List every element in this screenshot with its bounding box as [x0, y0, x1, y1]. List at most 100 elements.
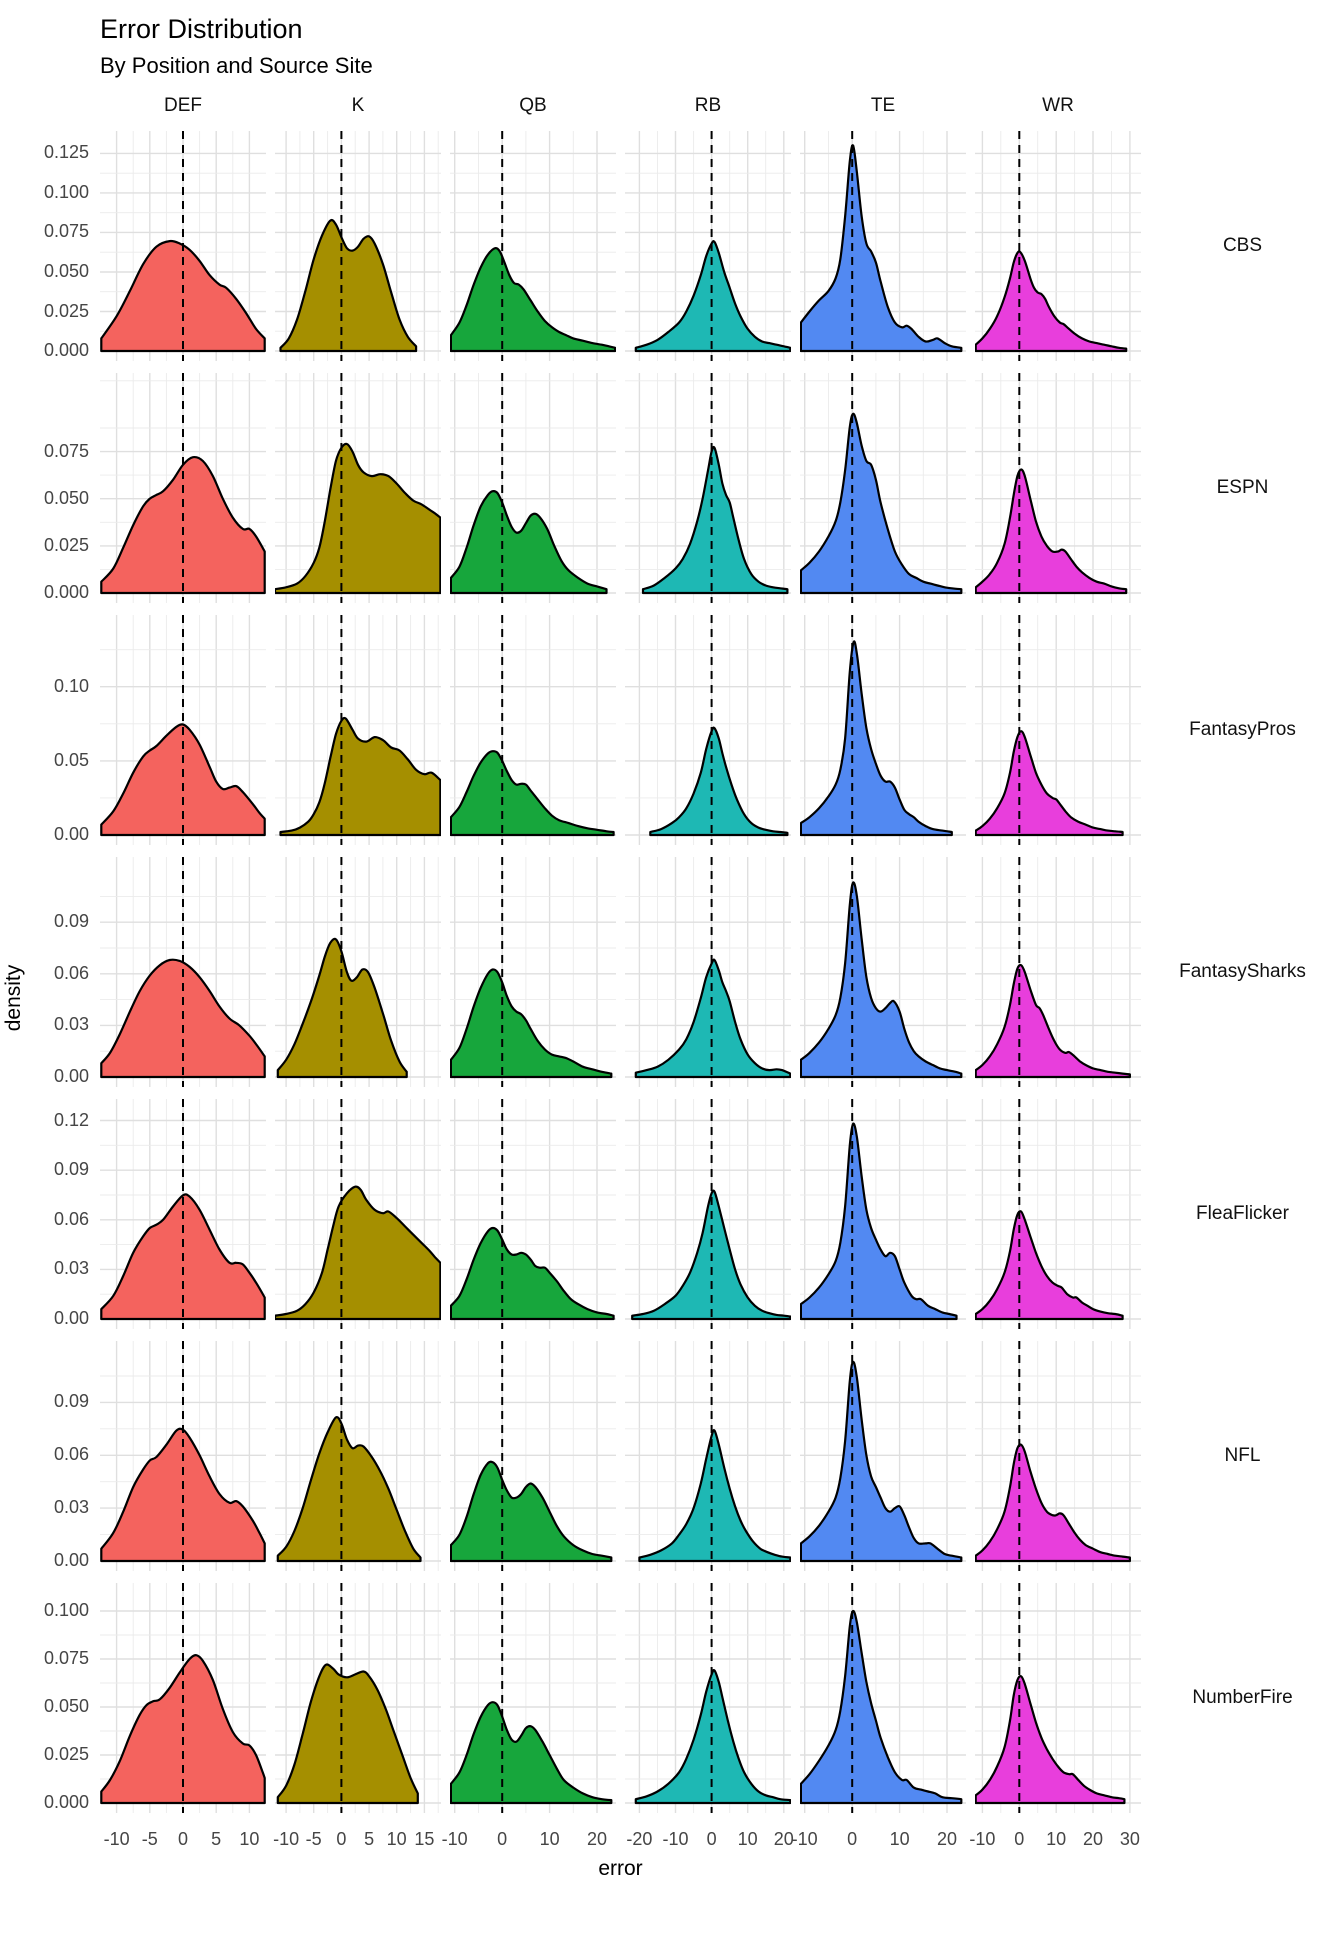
panel-FleaFlicker-K: [273, 1099, 442, 1329]
panel-FantasySharks-RB: [625, 857, 792, 1087]
x-tick-label: -5: [305, 1829, 322, 1849]
density-plot: [974, 1099, 1141, 1329]
y-tick-label: 0.025: [43, 300, 89, 321]
panel-NumberFire-RB: [625, 1583, 792, 1813]
y-tick-label: 0.050: [43, 261, 89, 281]
x-tick-label: 0: [706, 1829, 717, 1849]
facet-column-header-DEF: DEF: [164, 95, 202, 116]
y-tick-label: 0.050: [43, 1696, 89, 1716]
y-tick-label: 0.00: [53, 824, 89, 844]
panel-ESPN-WR: [974, 373, 1141, 603]
facet-row-label-ESPN: ESPN: [1216, 477, 1269, 498]
y-tick-label: 0.100: [43, 1600, 89, 1620]
density-area: [799, 412, 963, 595]
density-area: [649, 726, 789, 837]
density-plot: [974, 131, 1141, 361]
density-plot: [100, 373, 266, 603]
panel-NFL-K: [275, 1341, 441, 1571]
density-plot: [275, 615, 442, 845]
panel-FantasyPros-K: [275, 615, 442, 845]
density-plot: [625, 615, 791, 845]
density-plot: [449, 615, 616, 845]
x-tick-label: 10: [737, 1829, 758, 1849]
x-tick-label: -20: [626, 1829, 653, 1849]
density-plot: [275, 857, 441, 1087]
x-tick-label: -5: [141, 1829, 158, 1849]
panel-FantasyPros-QB: [449, 615, 616, 845]
panel-CBS-DEF: [100, 131, 266, 361]
density-area: [273, 1185, 442, 1321]
x-tick-label: 5: [211, 1829, 222, 1849]
panel-CBS-RB: [625, 131, 792, 361]
x-axis-QB: -10 0 10 20: [442, 1825, 616, 1853]
density-area: [799, 1609, 963, 1805]
facet-column-header-QB: QB: [519, 95, 547, 116]
panel-CBS-TE: [799, 131, 966, 361]
density-area: [634, 1668, 792, 1805]
density-area: [449, 1701, 613, 1805]
density-plot: [625, 1099, 792, 1329]
x-tick-label: 0: [847, 1829, 858, 1849]
x-tick-label: 5: [364, 1829, 375, 1849]
panel-FantasyPros-DEF: [100, 615, 266, 845]
corner-spacer: [2, 93, 91, 119]
y-axis-FleaFlicker: 0.00 0.03 0.06 0.09 0.12: [2, 1099, 91, 1329]
panel-ESPN-QB: [449, 373, 616, 603]
y-tick-label: 0.12: [53, 1109, 89, 1130]
density-area: [279, 716, 442, 837]
density-plot: [625, 131, 792, 361]
density-plot: [449, 131, 617, 361]
density-area: [799, 881, 963, 1079]
density-plot: [974, 615, 1141, 845]
density-area: [974, 1675, 1126, 1805]
y-tick-label: 0.125: [43, 142, 89, 163]
panel-ESPN-K: [273, 373, 442, 603]
y-tick-label: 0.10: [53, 675, 89, 696]
y-axis-FantasySharks: 0.00 0.03 0.06 0.09: [2, 857, 91, 1087]
density-area: [449, 968, 613, 1079]
y-tick-label: 0.025: [43, 534, 89, 555]
panel-CBS-K: [275, 131, 441, 361]
density-plot: [273, 1099, 442, 1329]
y-tick-label: 0.09: [53, 1391, 89, 1412]
panel-FleaFlicker-DEF: [100, 1099, 266, 1329]
panel-FleaFlicker-WR: [974, 1099, 1141, 1329]
y-tick-label: 0.000: [43, 582, 89, 602]
density-area: [799, 144, 963, 353]
y-tick-label: 0.03: [53, 1014, 89, 1035]
density-area: [799, 640, 953, 837]
facet-row-label-FantasySharks: FantasySharks: [1179, 961, 1306, 982]
y-tick-label: 0.025: [43, 1744, 89, 1764]
density-plot: [275, 1583, 441, 1813]
density-area: [974, 1210, 1124, 1321]
density-area: [634, 239, 792, 353]
density-area: [974, 1443, 1131, 1563]
x-axis-K: -10 -5 0 5 10 15: [273, 1825, 441, 1853]
x-tick-label: 10: [1046, 1829, 1067, 1849]
density-plot: [449, 1341, 616, 1571]
density-plot: [273, 373, 442, 603]
density-plot: [974, 857, 1141, 1087]
panel-NumberFire-DEF: [100, 1583, 266, 1813]
y-tick-label: 0.03: [53, 1258, 89, 1279]
y-tick-label: 0.06: [53, 1444, 89, 1465]
y-tick-label: 0.06: [53, 962, 89, 983]
x-tick-label: 20: [936, 1829, 958, 1849]
x-axis-title: error: [598, 1857, 643, 1880]
panel-NFL-RB: [625, 1341, 792, 1571]
x-axis-RB: -20 -10 0 10 20: [625, 1825, 793, 1853]
y-tick-label: 0.00: [53, 1066, 89, 1086]
density-area: [100, 239, 266, 353]
facet-row-label-NumberFire: NumberFire: [1192, 1687, 1293, 1708]
facet-row-label-FantasyPros: FantasyPros: [1189, 719, 1296, 740]
y-tick-label: 0.03: [53, 1497, 89, 1518]
y-tick-label: 0.075: [43, 1648, 89, 1668]
density-plot: [799, 373, 966, 603]
panel-FantasySharks-WR: [974, 857, 1141, 1087]
density-area: [100, 723, 266, 837]
facet-column-header-WR: WR: [1042, 95, 1074, 116]
panel-NumberFire-K: [275, 1583, 441, 1813]
x-axis-TE: -10 0 10 20: [792, 1825, 966, 1853]
density-area: [273, 442, 442, 595]
panel-NFL-DEF: [100, 1341, 266, 1571]
